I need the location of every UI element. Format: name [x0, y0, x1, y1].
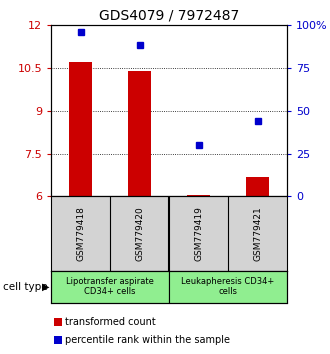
FancyBboxPatch shape [169, 271, 287, 303]
Text: percentile rank within the sample: percentile rank within the sample [65, 335, 230, 345]
Bar [187, 195, 211, 196]
Bar [69, 62, 92, 196]
Text: ▶: ▶ [42, 282, 50, 292]
Text: transformed count: transformed count [65, 317, 156, 327]
Text: GSM779418: GSM779418 [76, 206, 85, 261]
Text: Leukapheresis CD34+
cells: Leukapheresis CD34+ cells [182, 277, 275, 296]
Text: GSM779420: GSM779420 [135, 206, 144, 261]
Bar [246, 177, 269, 196]
FancyBboxPatch shape [51, 271, 169, 303]
Text: GSM779419: GSM779419 [194, 206, 203, 261]
Text: GSM779421: GSM779421 [253, 206, 262, 261]
Text: Lipotransfer aspirate
CD34+ cells: Lipotransfer aspirate CD34+ cells [66, 277, 154, 296]
Text: cell type: cell type [3, 282, 48, 292]
Bar [128, 71, 151, 196]
Title: GDS4079 / 7972487: GDS4079 / 7972487 [99, 8, 239, 22]
